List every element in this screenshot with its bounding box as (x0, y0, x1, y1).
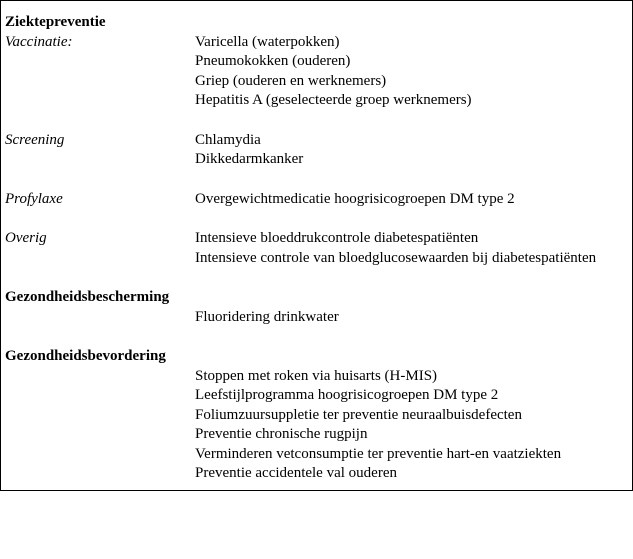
vaccinatie-label: Vaccinatie: (5, 33, 195, 111)
list-item: Leefstijlprogramma hoogrisicogroepen DM … (195, 386, 628, 406)
screening-label: Screening (5, 131, 195, 170)
section3-values: Stoppen met roken via huisarts (H-MIS) L… (195, 367, 628, 484)
list-item: Stoppen met roken via huisarts (H-MIS) (195, 367, 628, 387)
profylaxe-label: Profylaxe (5, 190, 195, 210)
section3-row: Stoppen met roken via huisarts (H-MIS) L… (5, 367, 628, 484)
list-item: Foliumzuursuppletie ter preventie neuraa… (195, 406, 628, 426)
section1-title: Ziektepreventie (5, 13, 628, 33)
overig-label: Overig (5, 229, 195, 268)
section2-title: Gezondheidsbescherming (5, 288, 628, 308)
list-item: Preventie accidentele val ouderen (195, 464, 628, 484)
overig-row: Overig Intensieve bloeddrukcontrole diab… (5, 229, 628, 268)
list-item: Preventie chronische rugpijn (195, 425, 628, 445)
screening-row: Screening Chlamydia Dikkedarmkanker (5, 131, 628, 170)
list-item: Intensieve bloeddrukcontrole diabetespat… (195, 229, 628, 249)
section2-row: Fluoridering drinkwater (5, 308, 628, 328)
list-item: Chlamydia (195, 131, 628, 151)
document-page: Ziektepreventie Vaccinatie: Varicella (w… (0, 0, 633, 491)
section3-title: Gezondheidsbevordering (5, 347, 628, 367)
list-item: Griep (ouderen en werknemers) (195, 72, 628, 92)
section2-values: Fluoridering drinkwater (195, 308, 628, 328)
overig-values: Intensieve bloeddrukcontrole diabetespat… (195, 229, 628, 268)
list-item: Overgewichtmedicatie hoogrisicogroepen D… (195, 190, 628, 210)
list-item: Hepatitis A (geselecteerde groep werknem… (195, 91, 628, 111)
profylaxe-row: Profylaxe Overgewichtmedicatie hoogrisic… (5, 190, 628, 210)
vaccinatie-row: Vaccinatie: Varicella (waterpokken) Pneu… (5, 33, 628, 111)
list-item: Pneumokokken (ouderen) (195, 52, 628, 72)
section3-empty-label (5, 367, 195, 484)
list-item: Varicella (waterpokken) (195, 33, 628, 53)
list-item: Verminderen vetconsumptie ter preventie … (195, 445, 628, 465)
list-item: Intensieve controle van bloedglucosewaar… (195, 249, 628, 269)
section2-empty-label (5, 308, 195, 328)
profylaxe-values: Overgewichtmedicatie hoogrisicogroepen D… (195, 190, 628, 210)
screening-values: Chlamydia Dikkedarmkanker (195, 131, 628, 170)
list-item: Fluoridering drinkwater (195, 308, 628, 328)
vaccinatie-values: Varicella (waterpokken) Pneumokokken (ou… (195, 33, 628, 111)
list-item: Dikkedarmkanker (195, 150, 628, 170)
